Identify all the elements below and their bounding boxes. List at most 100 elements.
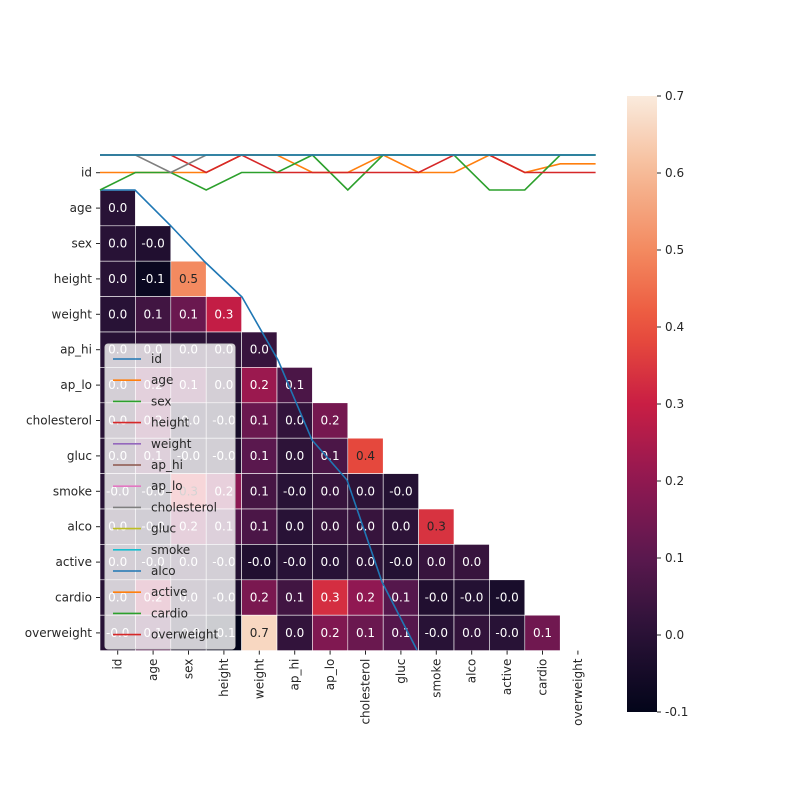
cell-value-label: -0.0 (248, 555, 271, 569)
y-tick-label: alco (67, 520, 92, 534)
x-tick-label: id (111, 659, 125, 670)
colorbar-tick-label: 0.3 (665, 397, 684, 411)
heatmap-cell (276, 437, 313, 474)
cell-value-label: 0.0 (285, 414, 304, 428)
legend-frame (104, 343, 236, 650)
cell-value-label: 0.5 (179, 272, 198, 286)
cell-value-label: 0.1 (250, 484, 269, 498)
y-tick-label: height (54, 272, 93, 286)
colorbar-tick-label: 0.0 (665, 628, 684, 642)
y-tick-label: age (70, 201, 92, 215)
x-tick-label: height (217, 658, 231, 697)
heatmap-cell (241, 331, 278, 368)
legend-label: ap_hi (151, 458, 183, 472)
legend-label: alco (151, 564, 176, 578)
cell-value-label: -0.0 (425, 591, 448, 605)
heatmap-cell (99, 296, 136, 333)
x-tick-label: ap_hi (288, 659, 302, 691)
heatmap-cell (241, 367, 278, 404)
cell-value-label: -0.0 (389, 555, 412, 569)
cell-value-label: -0.1 (141, 272, 164, 286)
x-tick-label: active (500, 659, 514, 695)
legend-label: sex (151, 394, 172, 408)
cell-value-label: 0.0 (108, 307, 127, 321)
cell-value-label: -0.0 (283, 484, 306, 498)
heatmap-cell (347, 579, 384, 616)
cell-value-label: 0.1 (356, 626, 375, 640)
heatmap-cell (241, 402, 278, 439)
heatmap-cell (312, 402, 349, 439)
cell-value-label: 0.0 (321, 520, 340, 534)
legend-label: active (151, 585, 187, 599)
colorbar-tick-label: 0.2 (665, 474, 684, 488)
cell-value-label: 0.0 (285, 626, 304, 640)
cell-value-label: 0.2 (356, 591, 375, 605)
y-tick-label: cholesterol (26, 414, 92, 428)
colorbar-tick-label: -0.1 (665, 705, 688, 719)
cell-value-label: 0.1 (250, 414, 269, 428)
cell-value-label: 0.0 (462, 555, 481, 569)
heatmap-cell (418, 544, 455, 581)
cell-value-label: 0.0 (391, 520, 410, 534)
y-tick-label: weight (52, 307, 93, 321)
y-tick-label: overweight (25, 626, 93, 640)
heatmap-cell (170, 296, 207, 333)
heatmap-cell (453, 579, 490, 616)
heatmap-cell (347, 473, 384, 510)
heatmap-cell (453, 544, 490, 581)
heatmap-cell (489, 579, 526, 616)
heatmap-cell (205, 296, 242, 333)
x-tick-label: age (146, 659, 160, 681)
overlay-line-id (100, 189, 418, 651)
colorbar-tick-label: 0.1 (665, 551, 684, 565)
heatmap-cell (347, 437, 384, 474)
cell-value-label: -0.0 (141, 237, 164, 251)
legend-label: smoke (151, 543, 190, 557)
cell-value-label: 0.0 (108, 237, 127, 251)
y-tick-label: cardio (55, 591, 92, 605)
heatmap-cell (382, 473, 419, 510)
colorbar-tick-label: 0.7 (665, 89, 684, 103)
colorbar: -0.1 0.0 0.1 0.2 0.3 0.4 0.5 0.6 0.7 (627, 89, 688, 719)
overlay-lines (99, 154, 596, 651)
legend-label: weight (151, 437, 192, 451)
heatmap-cell (241, 473, 278, 510)
cell-value-label: 0.0 (321, 484, 340, 498)
cell-value-label: 0.1 (179, 307, 198, 321)
heatmap-cell (241, 544, 278, 581)
cell-value-label: 0.0 (285, 449, 304, 463)
cell-value-label: 0.7 (250, 626, 269, 640)
cell-value-label: -0.0 (495, 591, 518, 605)
heatmap-cell (312, 437, 349, 474)
cell-value-label: 0.0 (462, 626, 481, 640)
heatmap-cell (276, 402, 313, 439)
cell-value-label: -0.0 (460, 591, 483, 605)
cell-value-label: 0.0 (285, 520, 304, 534)
x-tick-label: weight (252, 658, 266, 699)
heatmap-cell (418, 579, 455, 616)
y-tick-label: active (56, 555, 92, 569)
y-tick-label: smoke (53, 484, 92, 498)
heatmap-cell (453, 614, 490, 651)
heatmap-cell (135, 296, 172, 333)
cell-value-label: 0.0 (250, 343, 269, 357)
cell-value-label: 0.0 (356, 555, 375, 569)
heatmap-cell (418, 508, 455, 545)
x-tick-label: overweight (571, 658, 585, 726)
heatmap-cell (276, 614, 313, 651)
x-tick-label: ap_lo (323, 659, 337, 691)
heatmap-cell (347, 544, 384, 581)
y-tick-label: ap_hi (60, 343, 92, 357)
cell-value-label: 0.0 (108, 201, 127, 215)
x-tick-label: smoke (429, 659, 443, 698)
heatmap-cell (312, 614, 349, 651)
heatmap-cell (347, 508, 384, 545)
y-tick-label: id (81, 166, 92, 180)
cell-value-label: 0.3 (427, 520, 446, 534)
y-tick-label: gluc (67, 449, 92, 463)
cell-value-label: 0.0 (427, 555, 446, 569)
colorbar-tick-label: 0.5 (665, 243, 684, 257)
heatmap-cell (170, 260, 207, 297)
cell-value-label: 0.3 (321, 591, 340, 605)
